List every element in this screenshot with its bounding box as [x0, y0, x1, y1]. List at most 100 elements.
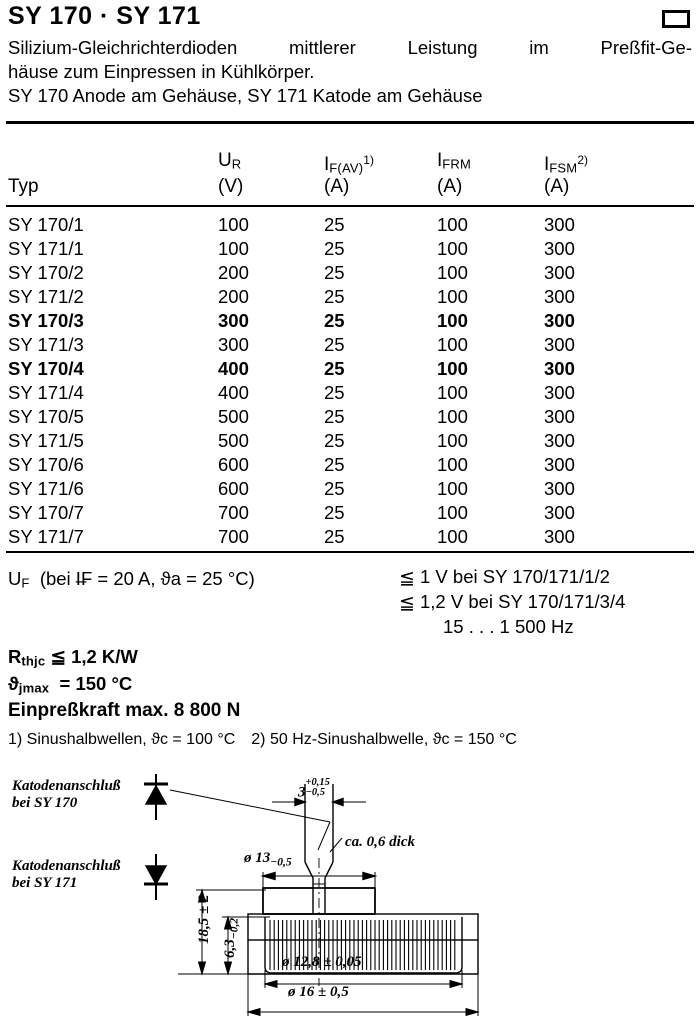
ifrm-symbol: I: [437, 150, 443, 171]
table-row: SY 171/6 600 25 100 300: [0, 478, 700, 502]
cell-ur: 600: [218, 478, 249, 499]
column-header-ifsm: IFSM2): [544, 150, 640, 178]
footnotes: 1) Sinushalbwellen, ϑc = 100 °C 2) 50 Hz-…: [8, 731, 517, 749]
cathode-label-sy170-line1: Katodenanschluß: [12, 778, 121, 794]
cell-ifrm: 100: [437, 478, 468, 499]
cell-ifsm: 300: [544, 454, 575, 475]
cell-ifrm: 100: [437, 430, 468, 451]
description-line-1: Silizium-Gleichrichterdioden mittlerer L…: [8, 37, 692, 58]
cell-if: 25: [324, 526, 345, 547]
dim-flange-dia: ø 13−0,5: [244, 850, 292, 868]
dim-pin-width: 3 +0,15 −0,5: [298, 777, 330, 802]
tj-symbol: ϑ: [8, 673, 19, 694]
note-thickness: ca. 0,6 dick: [345, 834, 415, 850]
spec-press-force: Einpreßkraft max. 8 800 N: [8, 700, 241, 721]
drawing-svg: [144, 774, 480, 1017]
cell-typ: SY 171/2: [8, 286, 84, 307]
cell-ur: 700: [218, 502, 249, 523]
uf-condition: (bei I̶F = 20 A, ϑa = 25 °C): [39, 568, 255, 589]
dim-arrow-body-dia: [246, 974, 480, 1017]
cell-ur: 600: [218, 454, 249, 475]
cell-ifrm: 100: [437, 502, 468, 523]
cell-if: 25: [324, 478, 345, 499]
column-unit-ur: (V): [218, 176, 244, 197]
ifsm-subscript: FSM: [549, 160, 578, 176]
footnote-1: 1) Sinushalbwellen, ϑc = 100 °C: [8, 731, 236, 748]
table-row: SY 171/4 400 25 100 300: [0, 382, 700, 406]
column-header-typ-label: Typ: [8, 176, 39, 197]
dim-body-dia: ø 16 ± 0,5: [288, 984, 349, 1000]
tj-value: = 150 °C: [59, 673, 133, 694]
knurled-section: [264, 917, 463, 974]
cell-typ: SY 170/6: [8, 454, 84, 475]
table-row: SY 170/1 100 25 100 300: [0, 214, 700, 238]
ifsm-footnote-ref: 2): [577, 153, 588, 167]
table-row: SY 171/7 700 25 100 300: [0, 526, 700, 550]
if-footnote-ref: 1): [363, 153, 374, 167]
cell-ur: 200: [218, 286, 249, 307]
cell-if: 25: [324, 262, 345, 283]
less-equal-symbols: ≦ ≦: [396, 566, 418, 616]
cell-typ: SY 170/2: [8, 262, 84, 283]
ur-subscript: R: [231, 156, 242, 172]
cell-ur: 300: [218, 310, 249, 331]
cell-ifrm: 100: [437, 334, 468, 355]
cell-ifrm: 100: [437, 286, 468, 307]
dim-pin-tol-plus: +0,15: [305, 777, 330, 788]
product-description: Silizium-Gleichrichterdioden mittlerer L…: [8, 36, 692, 108]
dim-arrow-flange-dia: [260, 871, 378, 890]
cell-if: 25: [324, 358, 345, 379]
cell-ifsm: 300: [544, 310, 575, 331]
cell-ifsm: 300: [544, 406, 575, 427]
uf-value-1: 1 V bei SY 170/171/1/2: [420, 566, 610, 587]
cell-if: 25: [324, 382, 345, 403]
cell-ifsm: 300: [544, 502, 575, 523]
ifsm-symbol: I: [544, 154, 550, 175]
cell-ifsm: 300: [544, 262, 575, 283]
tj-subscript: jmax: [18, 680, 50, 696]
cathode-label-sy171-line2: bei SY 171: [12, 875, 78, 891]
cell-ur: 500: [218, 406, 249, 427]
spec-tjmax: ϑjmax = 150 °C: [8, 673, 132, 695]
cell-typ: SY 171/3: [8, 334, 84, 355]
cell-if: 25: [324, 286, 345, 307]
uf-value-2: 1,2 V bei SY 170/171/3/4: [420, 591, 626, 612]
cell-if: 25: [324, 334, 345, 355]
table-row: SY 170/5 500 25 100 300: [0, 406, 700, 430]
cathode-label-sy170: Katodenanschluß bei SY 170: [12, 778, 120, 812]
table-row: SY 171/2 200 25 100 300: [0, 286, 700, 310]
column-header-if: IF(AV)1): [324, 150, 414, 178]
cell-typ: SY 170/4: [8, 358, 84, 379]
dim-flange-dia-value: ø 13: [244, 850, 271, 866]
cell-typ: SY 171/1: [8, 238, 84, 259]
cell-ifsm: 300: [544, 334, 575, 355]
cell-ifrm: 100: [437, 406, 468, 427]
table-row: SY 170/2 200 25 100 300: [0, 262, 700, 286]
le-symbol-1: ≦: [399, 568, 415, 589]
table-row: SY 170/3 300 25 100 300: [0, 310, 700, 334]
column-header-ur: UR: [218, 150, 302, 174]
table-row: SY 170/4 400 25 100 300: [0, 358, 700, 382]
cell-ifrm: 100: [437, 238, 468, 259]
cell-ifsm: 300: [544, 526, 575, 547]
column-header-ifrm: IFRM: [437, 150, 527, 174]
ifrm-subscript: FRM: [442, 156, 472, 172]
description-line-3: SY 170 Anode am Gehäuse, SY 171 Katode a…: [8, 85, 483, 106]
cell-ifrm: 100: [437, 358, 468, 379]
divider-header: [6, 205, 694, 207]
cell-ur: 100: [218, 214, 249, 235]
dim-arrow-pin-width: [272, 788, 366, 810]
dim-pin-tol-minus: −0,5: [305, 787, 326, 798]
cell-ifsm: 300: [544, 478, 575, 499]
column-unit-if: (A): [324, 176, 350, 197]
package-outline-drawing: Katodenanschluß bei SY 170 Katodenanschl…: [0, 762, 700, 1026]
dim-arrow-knurl-height: [222, 915, 270, 976]
cell-ifrm: 100: [437, 262, 468, 283]
table-row: SY 171/1 100 25 100 300: [0, 238, 700, 262]
uf-subscript: F: [21, 575, 30, 591]
dim-arrow-knurl-dia: [263, 970, 464, 989]
if-subscript: F(AV): [329, 160, 364, 176]
if-symbol: I: [324, 154, 330, 175]
rth-subscript: thjc: [21, 653, 46, 669]
